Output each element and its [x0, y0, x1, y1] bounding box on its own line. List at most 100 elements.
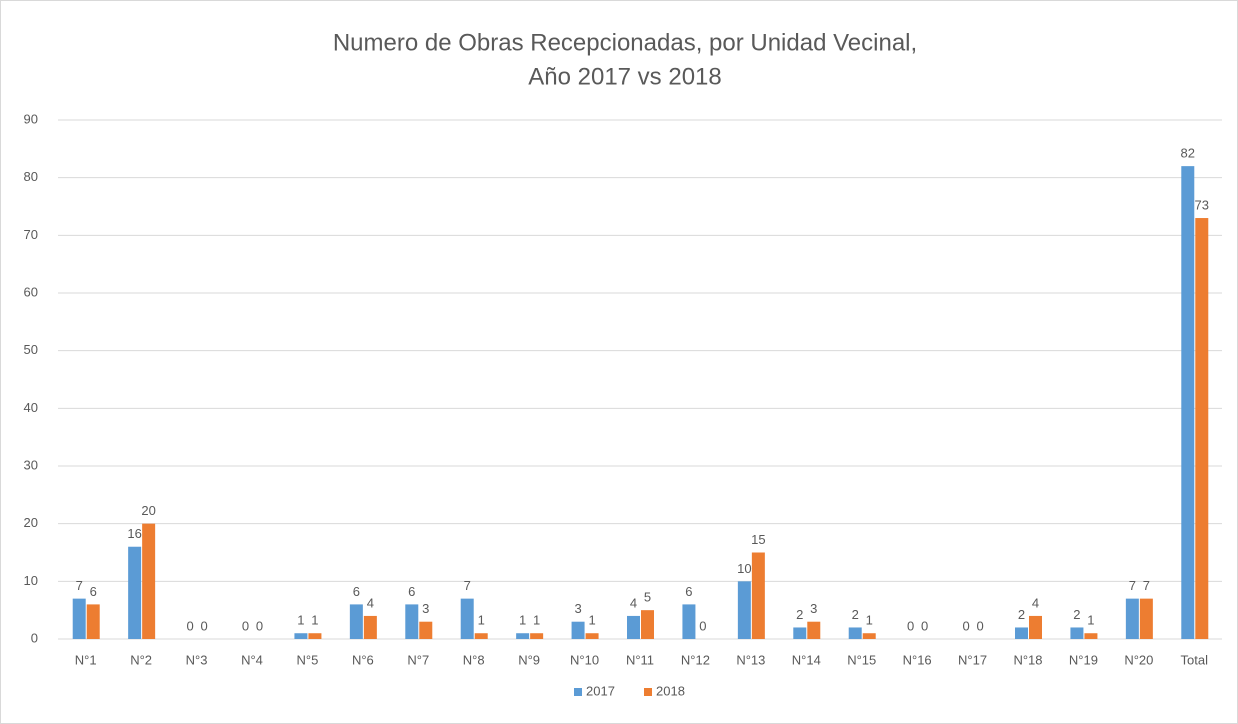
data-label: 0 — [962, 618, 969, 633]
data-label: 20 — [141, 503, 155, 518]
bar — [516, 633, 530, 639]
data-label: 1 — [478, 613, 485, 628]
y-tick-label: 70 — [24, 227, 38, 242]
x-tick-label: N°13 — [736, 652, 765, 667]
data-label: 7 — [76, 578, 83, 593]
x-tick-label: N°4 — [241, 652, 263, 667]
bar — [530, 633, 544, 639]
bar — [627, 615, 640, 639]
y-tick-label: 90 — [24, 111, 38, 126]
x-tick-label: N°11 — [626, 652, 654, 667]
data-label: 2 — [1018, 607, 1025, 622]
chart-title: Año 2017 vs 2018 — [528, 63, 722, 90]
data-label: 4 — [367, 595, 374, 610]
data-label: 0 — [907, 618, 914, 633]
data-label: 0 — [242, 618, 249, 633]
data-label: 0 — [921, 618, 928, 633]
x-tick-label: N°19 — [1069, 652, 1098, 667]
data-label: 7 — [1143, 578, 1150, 593]
bar — [460, 598, 474, 639]
x-tick-label: N°12 — [681, 652, 710, 667]
x-tick-label: N°1 — [75, 652, 97, 667]
data-label: 1 — [1087, 613, 1094, 628]
bar — [641, 610, 654, 639]
y-tick-label: 10 — [24, 573, 38, 588]
data-label: 0 — [200, 618, 207, 633]
data-label: 10 — [737, 561, 751, 576]
bar — [419, 621, 433, 639]
x-tick-label: N°20 — [1124, 652, 1153, 667]
x-tick-label: N°6 — [352, 652, 374, 667]
y-tick-label: 50 — [24, 342, 38, 357]
legend-swatch — [644, 688, 652, 696]
data-label: 4 — [1032, 595, 1039, 610]
y-tick-label: 20 — [24, 515, 38, 530]
y-tick-label: 60 — [24, 284, 38, 299]
data-label: 3 — [810, 601, 817, 616]
y-tick-label: 0 — [31, 630, 38, 645]
x-tick-label: N°18 — [1013, 652, 1042, 667]
bar — [585, 633, 599, 639]
data-label: 0 — [186, 618, 193, 633]
data-label: 1 — [533, 613, 540, 628]
bar — [349, 604, 363, 639]
data-label: 1 — [311, 613, 318, 628]
data-label: 0 — [976, 618, 983, 633]
bar — [1029, 615, 1042, 639]
bar — [294, 633, 308, 639]
bar — [1084, 633, 1098, 639]
x-tick-label: N°15 — [847, 652, 876, 667]
x-tick-label: N°17 — [958, 652, 987, 667]
data-label: 6 — [90, 584, 97, 599]
bar — [571, 621, 585, 639]
data-label: 1 — [588, 613, 595, 628]
data-label: 73 — [1195, 197, 1209, 212]
data-label: 5 — [644, 590, 651, 605]
data-label: 3 — [574, 601, 581, 616]
x-tick-label: N°10 — [570, 652, 599, 667]
data-label: 1 — [297, 613, 304, 628]
data-label: 16 — [127, 526, 141, 541]
x-tick-label: N°16 — [903, 652, 932, 667]
legend-label: 2018 — [656, 683, 685, 698]
x-tick-label: N°8 — [463, 652, 485, 667]
data-label: 6 — [408, 584, 415, 599]
data-label: 3 — [422, 601, 429, 616]
bar — [1181, 166, 1195, 639]
data-label: 2 — [1073, 607, 1080, 622]
data-label: 82 — [1181, 146, 1195, 161]
bar — [1070, 627, 1084, 639]
data-label: 2 — [796, 607, 803, 622]
x-tick-label: N°9 — [518, 652, 540, 667]
bar — [682, 604, 696, 639]
x-tick-label: Total — [1181, 652, 1209, 667]
data-label: 7 — [464, 578, 471, 593]
data-label: 0 — [699, 618, 706, 633]
y-tick-label: 30 — [24, 457, 38, 472]
bar — [405, 604, 419, 639]
data-label: 2 — [852, 607, 859, 622]
bar — [1195, 218, 1209, 640]
data-label: 6 — [353, 584, 360, 599]
bar — [807, 621, 821, 639]
bar — [1015, 627, 1028, 639]
data-label: 1 — [519, 613, 526, 628]
data-label: 6 — [685, 584, 692, 599]
bar — [308, 633, 322, 639]
bar — [86, 604, 100, 639]
bar — [793, 627, 807, 639]
bar — [128, 546, 142, 639]
data-label: 4 — [630, 595, 637, 610]
x-tick-label: N°2 — [130, 652, 152, 667]
bar — [737, 581, 751, 639]
bar — [474, 633, 488, 639]
legend-label: 2017 — [586, 683, 615, 698]
y-tick-label: 80 — [24, 169, 38, 184]
x-tick-label: N°14 — [792, 652, 821, 667]
y-tick-label: 40 — [24, 400, 38, 415]
data-label: 0 — [256, 618, 263, 633]
bar — [1139, 598, 1153, 639]
legend-swatch — [574, 688, 582, 696]
